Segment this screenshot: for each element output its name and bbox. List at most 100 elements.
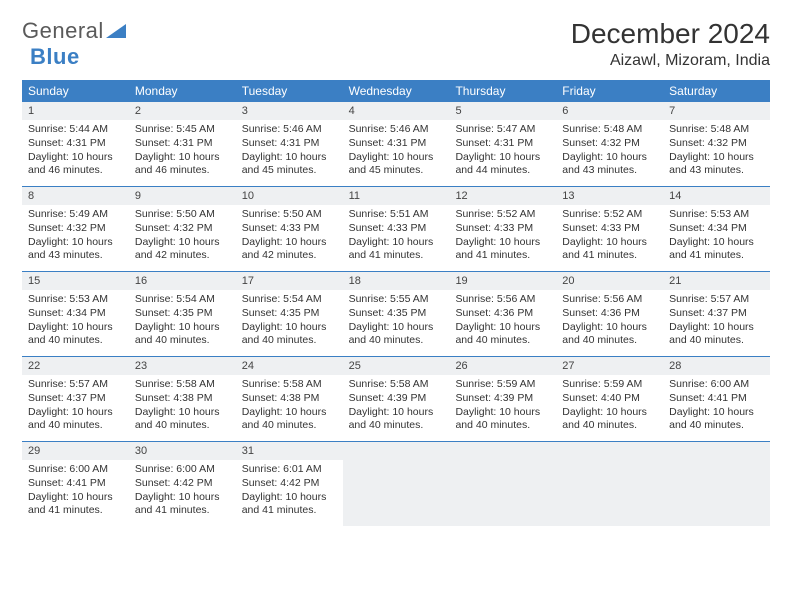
daylight-line2: and 43 minutes. (28, 249, 123, 263)
day-number: 11 (343, 187, 450, 205)
sunrise-text: Sunrise: 5:52 AM (455, 208, 550, 222)
logo-word-blue: Blue (30, 44, 80, 69)
day-cell: 24Sunrise: 5:58 AMSunset: 4:38 PMDayligh… (236, 357, 343, 441)
day-content: Sunrise: 5:56 AMSunset: 4:36 PMDaylight:… (449, 290, 556, 354)
day-cell: 21Sunrise: 5:57 AMSunset: 4:37 PMDayligh… (663, 272, 770, 356)
day-number: 25 (343, 357, 450, 375)
sunrise-text: Sunrise: 5:48 AM (669, 123, 764, 137)
sunset-text: Sunset: 4:38 PM (135, 392, 230, 406)
day-content: Sunrise: 5:48 AMSunset: 4:32 PMDaylight:… (556, 120, 663, 184)
day-number: 20 (556, 272, 663, 290)
day-cell-empty (556, 442, 663, 526)
sunset-text: Sunset: 4:39 PM (349, 392, 444, 406)
sunset-text: Sunset: 4:31 PM (135, 137, 230, 151)
sunrise-text: Sunrise: 6:00 AM (669, 378, 764, 392)
sunset-text: Sunset: 4:31 PM (455, 137, 550, 151)
sunset-text: Sunset: 4:31 PM (28, 137, 123, 151)
sunset-text: Sunset: 4:41 PM (669, 392, 764, 406)
logo-text: General Blue (22, 18, 126, 70)
sunrise-text: Sunrise: 5:49 AM (28, 208, 123, 222)
sunrise-text: Sunrise: 5:48 AM (562, 123, 657, 137)
daylight-line2: and 43 minutes. (562, 164, 657, 178)
daylight-line1: Daylight: 10 hours (28, 491, 123, 505)
week-row: 15Sunrise: 5:53 AMSunset: 4:34 PMDayligh… (22, 271, 770, 356)
day-content: Sunrise: 5:59 AMSunset: 4:40 PMDaylight:… (556, 375, 663, 439)
day-cell-empty (449, 442, 556, 526)
sunset-text: Sunset: 4:42 PM (135, 477, 230, 491)
daylight-line1: Daylight: 10 hours (669, 321, 764, 335)
day-content: Sunrise: 5:53 AMSunset: 4:34 PMDaylight:… (663, 205, 770, 269)
day-content: Sunrise: 5:59 AMSunset: 4:39 PMDaylight:… (449, 375, 556, 439)
sunset-text: Sunset: 4:35 PM (242, 307, 337, 321)
day-cell: 28Sunrise: 6:00 AMSunset: 4:41 PMDayligh… (663, 357, 770, 441)
daylight-line2: and 40 minutes. (135, 419, 230, 433)
day-cell-empty (663, 442, 770, 526)
sunset-text: Sunset: 4:36 PM (455, 307, 550, 321)
sunrise-text: Sunrise: 5:54 AM (135, 293, 230, 307)
day-number: 29 (22, 442, 129, 460)
day-cell: 27Sunrise: 5:59 AMSunset: 4:40 PMDayligh… (556, 357, 663, 441)
sunrise-text: Sunrise: 5:52 AM (562, 208, 657, 222)
sunset-text: Sunset: 4:36 PM (562, 307, 657, 321)
day-content: Sunrise: 5:52 AMSunset: 4:33 PMDaylight:… (556, 205, 663, 269)
logo-triangle-icon (106, 22, 126, 38)
sunrise-text: Sunrise: 6:01 AM (242, 463, 337, 477)
daylight-line1: Daylight: 10 hours (28, 406, 123, 420)
daylight-line1: Daylight: 10 hours (669, 151, 764, 165)
day-cell: 18Sunrise: 5:55 AMSunset: 4:35 PMDayligh… (343, 272, 450, 356)
day-number: 3 (236, 102, 343, 120)
day-content: Sunrise: 5:45 AMSunset: 4:31 PMDaylight:… (129, 120, 236, 184)
daylight-line2: and 40 minutes. (562, 419, 657, 433)
day-content: Sunrise: 5:56 AMSunset: 4:36 PMDaylight:… (556, 290, 663, 354)
day-of-week-header: Sunday Monday Tuesday Wednesday Thursday… (22, 80, 770, 102)
daylight-line2: and 42 minutes. (242, 249, 337, 263)
daylight-line1: Daylight: 10 hours (242, 151, 337, 165)
day-cell: 12Sunrise: 5:52 AMSunset: 4:33 PMDayligh… (449, 187, 556, 271)
daylight-line1: Daylight: 10 hours (349, 406, 444, 420)
week-row: 22Sunrise: 5:57 AMSunset: 4:37 PMDayligh… (22, 356, 770, 441)
day-cell: 26Sunrise: 5:59 AMSunset: 4:39 PMDayligh… (449, 357, 556, 441)
daylight-line1: Daylight: 10 hours (28, 321, 123, 335)
day-cell: 8Sunrise: 5:49 AMSunset: 4:32 PMDaylight… (22, 187, 129, 271)
day-number: 18 (343, 272, 450, 290)
day-number: 30 (129, 442, 236, 460)
sunrise-text: Sunrise: 5:55 AM (349, 293, 444, 307)
day-content: Sunrise: 5:50 AMSunset: 4:33 PMDaylight:… (236, 205, 343, 269)
day-number: 17 (236, 272, 343, 290)
day-content: Sunrise: 5:46 AMSunset: 4:31 PMDaylight:… (236, 120, 343, 184)
day-cell: 7Sunrise: 5:48 AMSunset: 4:32 PMDaylight… (663, 102, 770, 186)
sunrise-text: Sunrise: 5:44 AM (28, 123, 123, 137)
week-row: 1Sunrise: 5:44 AMSunset: 4:31 PMDaylight… (22, 102, 770, 186)
page-title: December 2024 (571, 18, 770, 50)
dow-tuesday: Tuesday (236, 80, 343, 102)
day-content: Sunrise: 5:44 AMSunset: 4:31 PMDaylight:… (22, 120, 129, 184)
dow-monday: Monday (129, 80, 236, 102)
sunset-text: Sunset: 4:35 PM (349, 307, 444, 321)
sunset-text: Sunset: 4:39 PM (455, 392, 550, 406)
daylight-line2: and 40 minutes. (455, 419, 550, 433)
daylight-line1: Daylight: 10 hours (455, 236, 550, 250)
daylight-line1: Daylight: 10 hours (349, 236, 444, 250)
daylight-line2: and 44 minutes. (455, 164, 550, 178)
sunrise-text: Sunrise: 5:46 AM (242, 123, 337, 137)
sunset-text: Sunset: 4:33 PM (455, 222, 550, 236)
daylight-line2: and 41 minutes. (349, 249, 444, 263)
daylight-line2: and 40 minutes. (242, 419, 337, 433)
sunrise-text: Sunrise: 5:50 AM (135, 208, 230, 222)
day-cell: 6Sunrise: 5:48 AMSunset: 4:32 PMDaylight… (556, 102, 663, 186)
day-number: 22 (22, 357, 129, 375)
sunset-text: Sunset: 4:32 PM (669, 137, 764, 151)
daylight-line2: and 40 minutes. (669, 334, 764, 348)
day-cell: 31Sunrise: 6:01 AMSunset: 4:42 PMDayligh… (236, 442, 343, 526)
sunrise-text: Sunrise: 5:56 AM (562, 293, 657, 307)
day-number: 23 (129, 357, 236, 375)
sunrise-text: Sunrise: 5:47 AM (455, 123, 550, 137)
day-cell: 14Sunrise: 5:53 AMSunset: 4:34 PMDayligh… (663, 187, 770, 271)
day-cell: 19Sunrise: 5:56 AMSunset: 4:36 PMDayligh… (449, 272, 556, 356)
day-number: 1 (22, 102, 129, 120)
day-content: Sunrise: 5:51 AMSunset: 4:33 PMDaylight:… (343, 205, 450, 269)
calendar: Sunday Monday Tuesday Wednesday Thursday… (22, 80, 770, 526)
sunset-text: Sunset: 4:33 PM (349, 222, 444, 236)
day-number: 5 (449, 102, 556, 120)
sunset-text: Sunset: 4:32 PM (135, 222, 230, 236)
